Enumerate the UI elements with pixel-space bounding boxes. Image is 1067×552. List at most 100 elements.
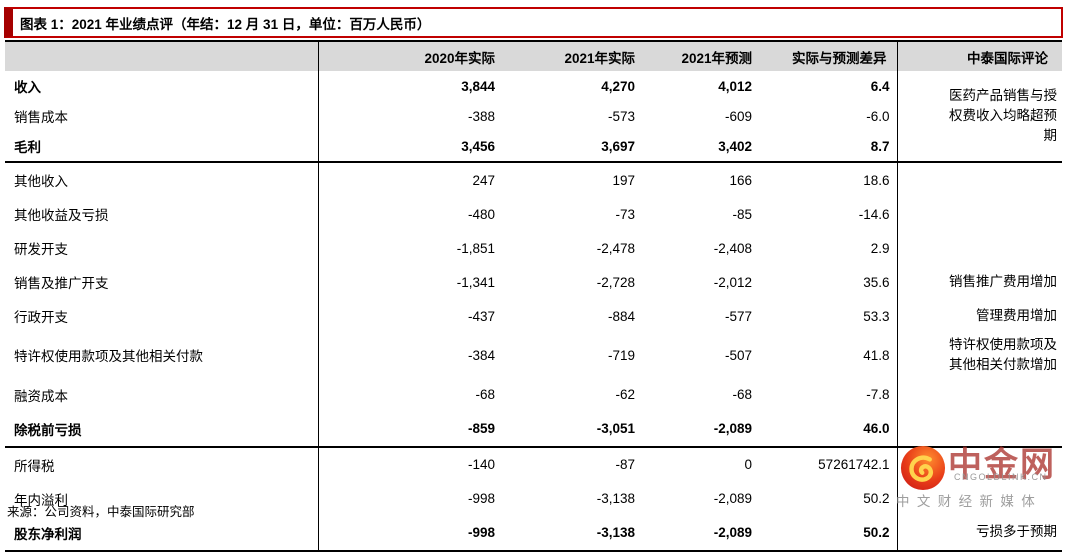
cell-2021-forecast: -2,408	[645, 231, 762, 265]
table-row: 毛利 3,456 3,697 3,402 8.7	[5, 131, 1062, 163]
cell-diff: 50.2	[762, 481, 897, 516]
cell-comment	[896, 197, 1062, 231]
cell-comment: 医药产品销售与授权费收入均略超预期	[896, 71, 1062, 163]
cell-diff: -6.0	[762, 101, 897, 131]
cell-2020-actual: 247	[318, 162, 505, 197]
cell-diff: 6.4	[762, 71, 897, 101]
source-note: 来源：公司资料，中泰国际研究部	[7, 505, 195, 519]
cell-comment	[896, 481, 1062, 516]
cell-2020-actual: 3,844	[318, 71, 505, 101]
cell-diff: 8.7	[762, 131, 897, 163]
cell-2021-actual: -719	[505, 333, 645, 378]
table-row: 特许权使用款项及其他相关付款 -384 -719 -507 41.8 特许权使用…	[5, 333, 1062, 378]
cell-diff: -14.6	[762, 197, 897, 231]
cell-2021-forecast: -2,089	[645, 411, 762, 448]
row-label: 收入	[5, 71, 319, 101]
table-row: 收入 3,844 4,270 4,012 6.4 医药产品销售与授权费收入均略超…	[5, 71, 1062, 163]
earnings-table: 2020年实际 2021年实际 2021年预测 实际与预测差异 中泰国际评论 收…	[5, 40, 1062, 552]
cell-diff: 50.2	[762, 515, 897, 551]
row-label: 销售及推广开支	[5, 265, 319, 299]
cell-diff: 57261742.1	[762, 446, 897, 482]
table-row: 销售成本 -388 -573 -609 -6.0	[5, 101, 1062, 131]
cell-comment: 管理费用增加	[896, 299, 1062, 333]
row-label: 年内溢利	[5, 481, 319, 516]
cell-2021-forecast: 4,012	[645, 71, 762, 101]
row-label: 销售成本	[5, 101, 319, 131]
cell-diff: 41.8	[762, 333, 897, 378]
table-row: 其他收益及亏损 -480 -73 -85 -14.6	[5, 197, 1062, 231]
row-label: 特许权使用款项及其他相关付款	[5, 333, 319, 378]
header-2021-forecast: 2021年预测	[645, 41, 762, 71]
cell-diff: 18.6	[762, 162, 897, 197]
cell-2021-forecast: 0	[645, 446, 762, 482]
cell-2021-actual: -573	[505, 101, 645, 131]
cell-2020-actual: -437	[318, 299, 505, 333]
cell-comment: 亏损多于预期	[896, 515, 1062, 551]
cell-2021-actual: -87	[505, 446, 645, 482]
cell-comment	[896, 411, 1062, 448]
table-row: 行政开支 -437 -884 -577 53.3 管理费用增加	[5, 299, 1062, 333]
table-row: 年内溢利 -998 -3,138 -2,089 50.2	[5, 481, 1062, 516]
cell-2020-actual: -140	[318, 446, 505, 482]
cell-2020-actual: -859	[318, 411, 505, 448]
cell-2021-actual: -3,051	[505, 411, 645, 448]
cell-2020-actual: -1,851	[318, 231, 505, 265]
table-row: 融资成本 -68 -62 -68 -7.8	[5, 377, 1062, 412]
cell-2020-actual: -480	[318, 197, 505, 231]
row-label: 行政开支	[5, 299, 319, 333]
cell-2020-actual: -68	[318, 377, 505, 412]
cell-comment	[896, 446, 1062, 482]
cell-diff: -7.8	[762, 377, 897, 412]
cell-diff: 35.6	[762, 265, 897, 299]
cell-2020-actual: -388	[318, 101, 505, 131]
cell-2021-actual: -73	[505, 197, 645, 231]
cell-2021-forecast: -68	[645, 377, 762, 412]
cell-diff: 53.3	[762, 299, 897, 333]
cell-comment: 特许权使用款项及其他相关付款增加	[896, 333, 1062, 378]
cell-2021-forecast: 166	[645, 162, 762, 197]
cell-comment	[896, 162, 1062, 197]
cell-2021-forecast: -507	[645, 333, 762, 378]
cell-comment	[896, 377, 1062, 412]
cell-2021-forecast: -2,012	[645, 265, 762, 299]
cell-2021-actual: 197	[505, 162, 645, 197]
cell-2021-forecast: 3,402	[645, 131, 762, 163]
table-header-row: 2020年实际 2021年实际 2021年预测 实际与预测差异 中泰国际评论	[5, 41, 1062, 71]
cell-diff: 2.9	[762, 231, 897, 265]
cell-2021-actual: -3,138	[505, 481, 645, 516]
table-row: 除税前亏损 -859 -3,051 -2,089 46.0	[5, 411, 1062, 448]
row-label: 研发开支	[5, 231, 319, 265]
cell-2021-actual: 4,270	[505, 71, 645, 101]
cell-2021-forecast: -609	[645, 101, 762, 131]
cell-2021-actual: -2,728	[505, 265, 645, 299]
table-row: 股东净利润 -998 -3,138 -2,089 50.2 亏损多于预期	[5, 515, 1062, 551]
row-label: 其他收入	[5, 162, 319, 197]
cell-2021-actual: -62	[505, 377, 645, 412]
cell-2020-actual: 3,456	[318, 131, 505, 163]
table-row: 研发开支 -1,851 -2,478 -2,408 2.9	[5, 231, 1062, 265]
cell-2020-actual: -998	[318, 481, 505, 516]
cell-diff: 46.0	[762, 411, 897, 448]
figure-title: 图表 1：2021 年业绩点评（年结：12 月 31 日，单位：百万人民币）	[20, 16, 431, 32]
cell-2020-actual: -1,341	[318, 265, 505, 299]
table-row: 销售及推广开支 -1,341 -2,728 -2,012 35.6 销售推广费用…	[5, 265, 1062, 299]
table-row: 所得税 -140 -87 0 57261742.1	[5, 446, 1062, 482]
header-2021-actual: 2021年实际	[505, 41, 645, 71]
header-2020-actual: 2020年实际	[318, 41, 505, 71]
cell-2021-forecast: -85	[645, 197, 762, 231]
cell-2021-actual: -884	[505, 299, 645, 333]
header-comment: 中泰国际评论	[896, 41, 1062, 71]
cell-comment	[896, 231, 1062, 265]
row-label: 除税前亏损	[5, 411, 319, 448]
header-diff: 实际与预测差异	[762, 41, 897, 71]
cell-2021-actual: 3,697	[505, 131, 645, 163]
row-label: 其他收益及亏损	[5, 197, 319, 231]
cell-2021-actual: -2,478	[505, 231, 645, 265]
cell-2020-actual: -998	[318, 515, 505, 551]
cell-comment: 销售推广费用增加	[896, 265, 1062, 299]
cell-2021-forecast: -577	[645, 299, 762, 333]
cell-2020-actual: -384	[318, 333, 505, 378]
table-row: 其他收入 247 197 166 18.6	[5, 162, 1062, 197]
header-blank	[5, 41, 319, 71]
row-label: 融资成本	[5, 377, 319, 412]
